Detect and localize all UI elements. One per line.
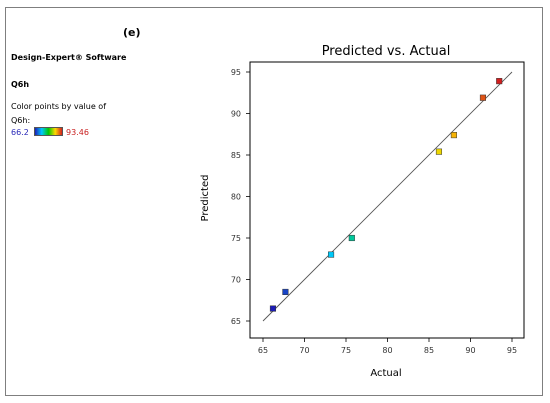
x-tick-label: 75 xyxy=(341,346,351,355)
response-name: Q6h xyxy=(11,80,30,89)
x-axis-label: Actual xyxy=(370,368,401,379)
data-point xyxy=(496,78,503,85)
x-tick-label: 85 xyxy=(424,346,434,355)
data-point xyxy=(450,132,457,139)
data-points xyxy=(269,78,503,312)
data-point xyxy=(269,305,277,312)
color-scale-max: 93.46 xyxy=(66,128,89,137)
y-tick-label: 65 xyxy=(231,317,241,326)
data-point xyxy=(328,251,335,258)
data-point xyxy=(479,94,486,101)
y-tick-label: 85 xyxy=(231,151,241,160)
x-tick-label: 80 xyxy=(382,346,392,355)
x-tick-label: 95 xyxy=(507,346,517,355)
fit-line xyxy=(262,71,513,322)
y-tick-label: 90 xyxy=(231,110,241,119)
color-caption-line2: Q6h: xyxy=(11,116,31,125)
data-point xyxy=(282,288,289,295)
y-tick-label: 80 xyxy=(231,193,241,202)
x-tick-label: 90 xyxy=(465,346,475,355)
y-axis-label: Predicted xyxy=(200,175,211,222)
plot-area-border xyxy=(249,61,525,339)
color-scale-bar xyxy=(34,127,63,136)
y-axis-ticks: 65 70 75 80 85 90 95 xyxy=(231,68,250,326)
x-tick-label: 65 xyxy=(258,346,268,355)
data-point xyxy=(348,234,355,242)
color-caption-line1: Color points by value of xyxy=(11,102,107,111)
color-scale-min: 66.2 xyxy=(11,128,29,137)
y-tick-label: 95 xyxy=(231,68,241,77)
y-tick-label: 70 xyxy=(231,276,241,285)
y-tick-label: 75 xyxy=(231,234,241,243)
software-label: Design-Expert® Software xyxy=(11,53,127,62)
chart-title: Predicted vs. Actual xyxy=(322,44,451,59)
figure-frame xyxy=(5,7,543,396)
x-axis-ticks: 65 70 75 80 85 90 95 xyxy=(258,338,517,355)
x-tick-label: 70 xyxy=(299,346,309,355)
panel-label: (e) xyxy=(123,26,141,39)
data-point xyxy=(435,148,443,155)
